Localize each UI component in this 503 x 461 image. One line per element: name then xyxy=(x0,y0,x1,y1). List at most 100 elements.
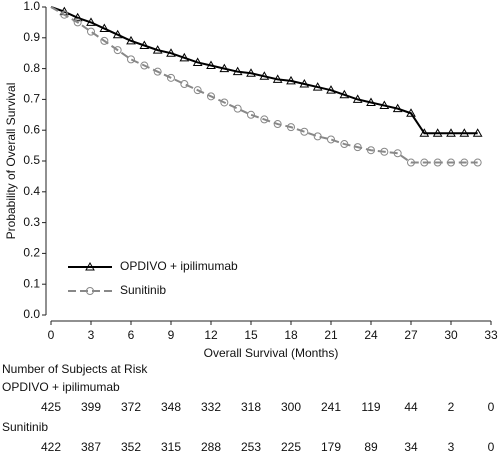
risk-count: 372 xyxy=(121,400,141,414)
censor-marker xyxy=(406,108,416,117)
censor-marker xyxy=(87,27,95,36)
censor-marker xyxy=(206,60,216,70)
x-tick-label: 33 xyxy=(484,328,498,342)
x-tick-label: 27 xyxy=(404,328,418,342)
risk-count: 2 xyxy=(448,400,455,414)
censor-marker xyxy=(339,89,350,99)
risk-count: 0 xyxy=(488,400,495,414)
y-tick-label: 0.6 xyxy=(23,122,40,136)
censor-marker xyxy=(447,158,455,167)
censor-marker xyxy=(113,46,122,55)
risk-count: 315 xyxy=(161,440,181,454)
risk-count: 318 xyxy=(241,400,261,414)
risk-count: 422 xyxy=(41,440,61,454)
censor-marker xyxy=(459,128,470,137)
risk-count: 89 xyxy=(364,440,378,454)
risk-count: 119 xyxy=(361,400,380,414)
y-axis-title: Probability of Overall Survival xyxy=(4,83,18,240)
censor-marker xyxy=(152,45,163,54)
y-tick-label: 0.3 xyxy=(23,215,40,229)
risk-count: 3 xyxy=(448,440,455,454)
x-tick-label: 12 xyxy=(204,328,218,342)
y-tick-label: 0.1 xyxy=(23,276,40,290)
censor-marker xyxy=(272,74,283,83)
legend-marker xyxy=(86,287,94,295)
risk-count: 253 xyxy=(241,440,261,454)
censor-marker xyxy=(112,29,123,39)
censor-marker xyxy=(313,132,322,141)
censor-marker xyxy=(207,92,215,101)
censor-marker xyxy=(287,123,295,132)
risk-count: 241 xyxy=(321,400,341,414)
risk-count: 0 xyxy=(488,440,495,454)
censor-marker xyxy=(352,94,363,103)
risk-count: 300 xyxy=(281,400,301,414)
risk-count: 425 xyxy=(41,400,61,414)
censor-marker xyxy=(473,158,482,167)
x-tick-label: 21 xyxy=(324,328,338,342)
censor-marker xyxy=(299,78,310,88)
risk-group-name: Sunitinib xyxy=(2,420,48,434)
y-tick-label: 0.5 xyxy=(23,153,40,167)
censor-marker xyxy=(326,85,336,94)
censor-marker xyxy=(380,147,389,156)
censor-marker xyxy=(312,82,323,91)
censor-marker xyxy=(247,110,255,119)
censor-marker xyxy=(126,35,136,45)
censor-marker xyxy=(139,40,150,49)
censor-marker xyxy=(260,115,269,124)
censor-marker xyxy=(232,66,243,76)
censor-marker xyxy=(192,57,203,66)
censor-marker xyxy=(127,55,135,64)
risk-count: 179 xyxy=(321,440,341,454)
survival-curve xyxy=(50,6,478,135)
censor-marker xyxy=(220,98,229,107)
censor-marker xyxy=(353,143,362,152)
risk-count: 225 xyxy=(281,440,301,454)
censor-marker xyxy=(273,120,282,129)
risk-group-name: OPDIVO + ipilimumab xyxy=(2,380,120,394)
y-tick-label: 0.4 xyxy=(23,184,40,198)
legend-marker xyxy=(85,261,95,271)
x-tick-label: 24 xyxy=(364,328,378,342)
x-tick-label: 18 xyxy=(284,328,298,342)
censor-marker xyxy=(60,10,69,19)
censor-marker xyxy=(460,158,469,167)
censor-marker xyxy=(407,158,415,167)
censor-marker xyxy=(72,12,83,22)
risk-count: 387 xyxy=(81,440,101,454)
risk-count: 44 xyxy=(404,400,418,414)
x-tick-label: 15 xyxy=(244,328,258,342)
censor-marker xyxy=(446,128,456,137)
censor-marker xyxy=(140,61,149,70)
x-axis-title: Overall Survival (Months) xyxy=(204,346,339,360)
censor-marker xyxy=(86,17,96,26)
censor-marker xyxy=(300,127,309,136)
legend-label: OPDIVO + ipilimumab xyxy=(120,259,238,273)
x-tick-label: 3 xyxy=(88,328,95,342)
censor-marker xyxy=(153,67,162,76)
x-tick-label: 30 xyxy=(444,328,458,342)
y-tick-label: 0.8 xyxy=(23,61,40,75)
censor-marker xyxy=(419,128,430,137)
censor-marker xyxy=(392,103,403,113)
x-tick-label: 0 xyxy=(48,328,55,342)
censor-marker xyxy=(432,128,443,137)
censor-marker xyxy=(180,80,189,88)
censor-marker xyxy=(472,128,483,137)
censor-marker xyxy=(433,158,442,167)
censor-marker xyxy=(193,86,202,95)
censor-marker xyxy=(233,104,242,113)
censor-marker xyxy=(393,149,402,158)
y-tick-label: 0.2 xyxy=(23,246,40,260)
censor-marker xyxy=(99,23,110,33)
y-tick-label: 1.0 xyxy=(23,0,40,13)
censor-marker xyxy=(219,63,230,73)
censor-marker xyxy=(73,18,82,27)
censor-marker xyxy=(100,36,109,45)
censor-marker xyxy=(340,140,349,149)
risk-count: 348 xyxy=(161,400,181,414)
censor-marker xyxy=(179,52,190,62)
censor-marker xyxy=(327,135,335,144)
